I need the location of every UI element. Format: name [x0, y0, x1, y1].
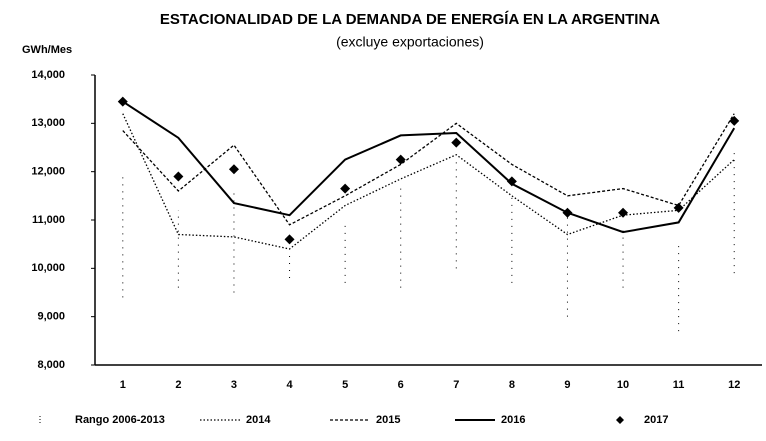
x-tick-label: 6: [398, 379, 404, 391]
legend-label: 2015: [376, 414, 400, 426]
y-tick-label: 9,000: [37, 311, 65, 323]
series-line: [122, 100, 736, 234]
x-tick-label: 7: [453, 379, 459, 391]
legend-swatch: [616, 416, 624, 424]
y-tick-label: 11,000: [32, 214, 65, 226]
diamond-marker: [618, 207, 629, 218]
x-tick-label: 12: [728, 379, 740, 391]
diamond-marker: [729, 115, 740, 126]
diamond-marker: [340, 183, 351, 194]
x-tick-label: 2: [175, 379, 181, 391]
diamond-marker: [451, 137, 462, 148]
x-tick-label: 9: [564, 379, 570, 391]
x-tick-label: 8: [509, 379, 515, 391]
x-tick-label: 4: [286, 379, 293, 391]
y-tick-label: 12,000: [31, 166, 65, 178]
x-tick-label: 5: [342, 379, 348, 391]
y-tick-label: 8,000: [37, 359, 65, 371]
diamond-marker: [562, 207, 573, 218]
y-tick-label: 14,000: [31, 69, 65, 81]
diamond-marker: [673, 202, 684, 213]
x-tick-label: 10: [617, 379, 629, 391]
diamond-marker: [117, 96, 128, 107]
y-axis-label: GWh/Mes: [22, 44, 72, 56]
diamond-marker: [284, 234, 295, 245]
diamond-marker: [506, 176, 517, 187]
diamond-marker: [173, 171, 184, 182]
chart-title: ESTACIONALIDAD DE LA DEMANDA DE ENERGÍA …: [160, 11, 660, 28]
series-line: [122, 113, 735, 226]
y-tick-label: 13,000: [31, 117, 65, 129]
x-tick-label: 3: [231, 379, 237, 391]
diamond-marker: [395, 154, 406, 165]
x-tick-label: 1: [120, 379, 126, 391]
legend-label: Rango 2006-2013: [75, 414, 165, 426]
chart-subtitle: (excluye exportaciones): [336, 34, 484, 50]
x-tick-label: 11: [673, 379, 685, 391]
legend-label: 2014: [246, 414, 271, 426]
diamond-marker: [228, 164, 239, 175]
legend-label: 2016: [501, 414, 525, 426]
series-line: [122, 113, 735, 250]
y-tick-label: 10,000: [31, 262, 65, 274]
legend-label: 2017: [644, 414, 668, 426]
